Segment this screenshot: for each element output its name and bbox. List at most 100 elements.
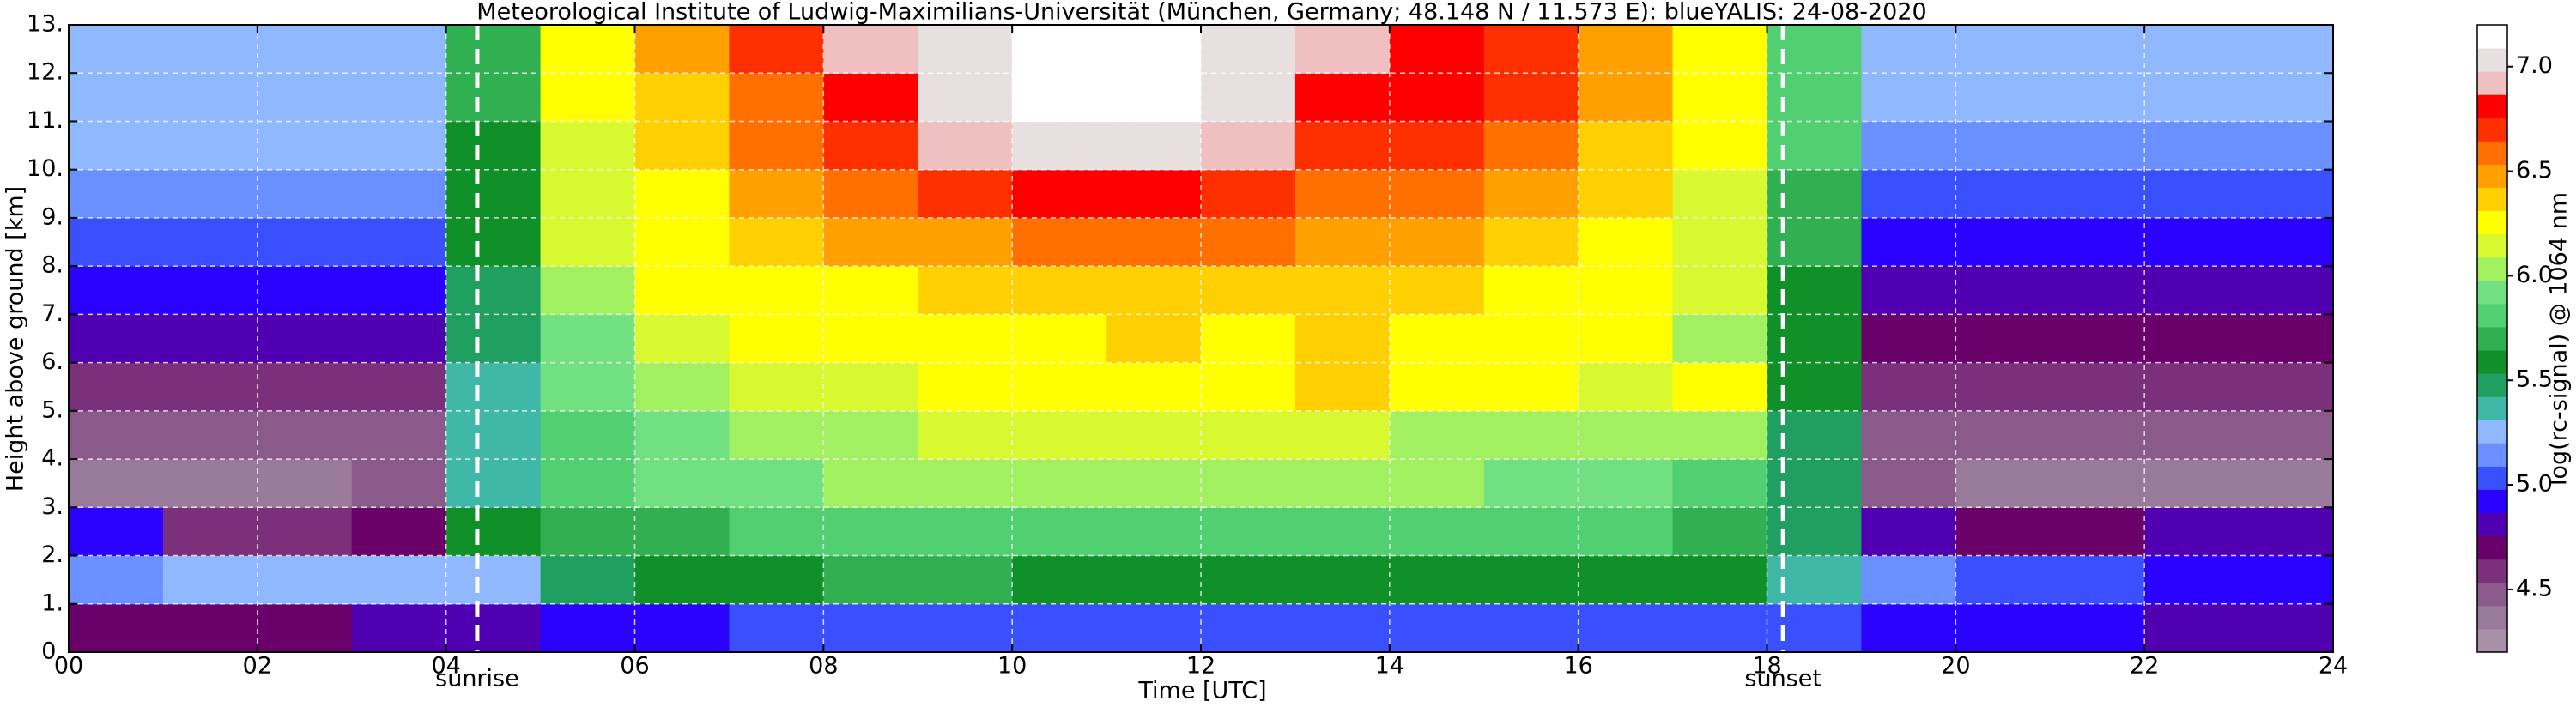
- heatmap-cell: [1106, 121, 1202, 171]
- heatmap-cell: [351, 603, 447, 653]
- heatmap-cell: [257, 555, 353, 605]
- heatmap-cell: [729, 73, 824, 122]
- heatmap-cell: [1861, 555, 1956, 605]
- colorbar-swatch: [2477, 164, 2507, 189]
- y-tick-label: 13.: [27, 11, 64, 38]
- heatmap-cell: [540, 25, 635, 74]
- colorbar-tick-label: 5.0: [2516, 471, 2553, 498]
- heatmap-cell: [1955, 169, 2051, 219]
- heatmap-cell: [1294, 73, 1391, 122]
- x-tick-label: 00: [54, 653, 83, 680]
- heatmap-cell: [1578, 73, 1674, 122]
- heatmap-cell: [540, 217, 635, 267]
- colorbar-swatch: [2477, 582, 2507, 607]
- heatmap-cell: [1955, 266, 2051, 315]
- chart-title: Meteorological Institute of Ludwig-Maxim…: [476, 0, 1926, 26]
- heatmap-cell: [1955, 217, 2051, 267]
- heatmap-cell: [2050, 25, 2145, 74]
- heatmap-cell: [1955, 410, 2051, 460]
- heatmap-cell: [351, 73, 447, 122]
- heatmap-cell: [257, 314, 353, 364]
- heatmap-cell: [823, 459, 918, 508]
- heatmap-cell: [634, 169, 730, 219]
- heatmap-cell: [1672, 459, 1767, 508]
- heatmap-cell: [69, 555, 164, 605]
- heatmap-cell: [634, 410, 730, 460]
- heatmap-cell: [823, 603, 918, 653]
- heatmap-cell: [351, 266, 447, 315]
- colorbar-swatch: [2477, 187, 2507, 212]
- colorbar-swatch: [2477, 373, 2507, 397]
- heatmap-cell: [1861, 266, 1956, 315]
- heatmap-cell: [729, 555, 824, 605]
- heatmap-cell: [2050, 410, 2145, 460]
- heatmap-cell: [1012, 121, 1107, 171]
- heatmap-cell: [445, 555, 542, 605]
- heatmap-cell: [540, 314, 635, 364]
- colorbar-swatch: [2477, 25, 2507, 49]
- heatmap-cell: [2239, 217, 2334, 267]
- heatmap-cell: [540, 410, 635, 460]
- colorbar-tick-label: 5.5: [2516, 366, 2553, 393]
- heatmap-cell: [1578, 266, 1674, 315]
- event-label: sunrise: [435, 666, 519, 692]
- heatmap-cell: [1389, 121, 1485, 171]
- y-tick-label: 4.: [41, 445, 64, 472]
- heatmap-cell: [162, 266, 258, 315]
- heatmap-cell: [1201, 410, 1296, 460]
- heatmap-cell: [1955, 362, 2051, 412]
- heatmap-cell: [1672, 314, 1767, 364]
- heatmap-cell: [1672, 169, 1767, 219]
- heatmap-cell: [1861, 362, 1956, 412]
- heatmap-cell: [729, 410, 824, 460]
- heatmap-cell: [540, 362, 635, 412]
- colorbar-swatch: [2477, 118, 2507, 142]
- heatmap-cell: [918, 73, 1013, 122]
- heatmap-cell: [162, 314, 258, 364]
- heatmap-cell: [2144, 266, 2240, 315]
- heatmap-cell: [729, 507, 824, 557]
- heatmap-cell: [1483, 555, 1579, 605]
- heatmap-cell: [1201, 555, 1296, 605]
- heatmap-cell: [1672, 507, 1767, 557]
- heatmap-cell: [1012, 507, 1107, 557]
- heatmap-cell: [823, 25, 918, 74]
- heatmap-cell: [540, 459, 635, 508]
- colorbar-swatch: [2477, 94, 2507, 118]
- heatmap-cell: [257, 603, 353, 653]
- heatmap-cell: [257, 507, 353, 557]
- heatmap-cell: [69, 121, 164, 171]
- heatmap-cell: [445, 266, 542, 315]
- heatmap-cell: [1106, 603, 1202, 653]
- heatmap-cell: [2144, 603, 2240, 653]
- heatmap-cell: [1012, 362, 1107, 412]
- heatmap-cell: [1672, 555, 1767, 605]
- heatmap-cell: [1672, 25, 1767, 74]
- colorbar-tick-label: 7.0: [2516, 52, 2553, 79]
- heatmap-cell: [1201, 217, 1296, 267]
- heatmap-cell: [540, 121, 635, 171]
- heatmap-cell: [162, 555, 258, 605]
- heatmap-cell: [1672, 121, 1767, 171]
- heatmap-cell: [1861, 410, 1956, 460]
- heatmap-cell: [1861, 73, 1956, 122]
- heatmap-cell: [1106, 314, 1202, 364]
- heatmap-cell: [1672, 603, 1767, 653]
- heatmap-cell: [1578, 25, 1674, 74]
- colorbar-swatch: [2477, 71, 2507, 95]
- heatmap-cell: [1294, 314, 1391, 364]
- heatmap-cell: [918, 459, 1013, 508]
- heatmap-cell: [162, 410, 258, 460]
- heatmap-cell: [1012, 410, 1107, 460]
- y-tick-label: 10.: [27, 155, 64, 182]
- heatmap-cell: [1201, 314, 1296, 364]
- heatmap-cell: [1389, 362, 1485, 412]
- heatmap-cell: [634, 603, 730, 653]
- heatmap-cell: [2239, 25, 2334, 74]
- heatmap-cell: [351, 25, 447, 74]
- heatmap-cell: [1483, 603, 1579, 653]
- heatmap-cell: [1578, 410, 1674, 460]
- heatmap-cell: [445, 314, 542, 364]
- heatmap-cell: [1861, 25, 1956, 74]
- heatmap-cell: [1012, 314, 1107, 364]
